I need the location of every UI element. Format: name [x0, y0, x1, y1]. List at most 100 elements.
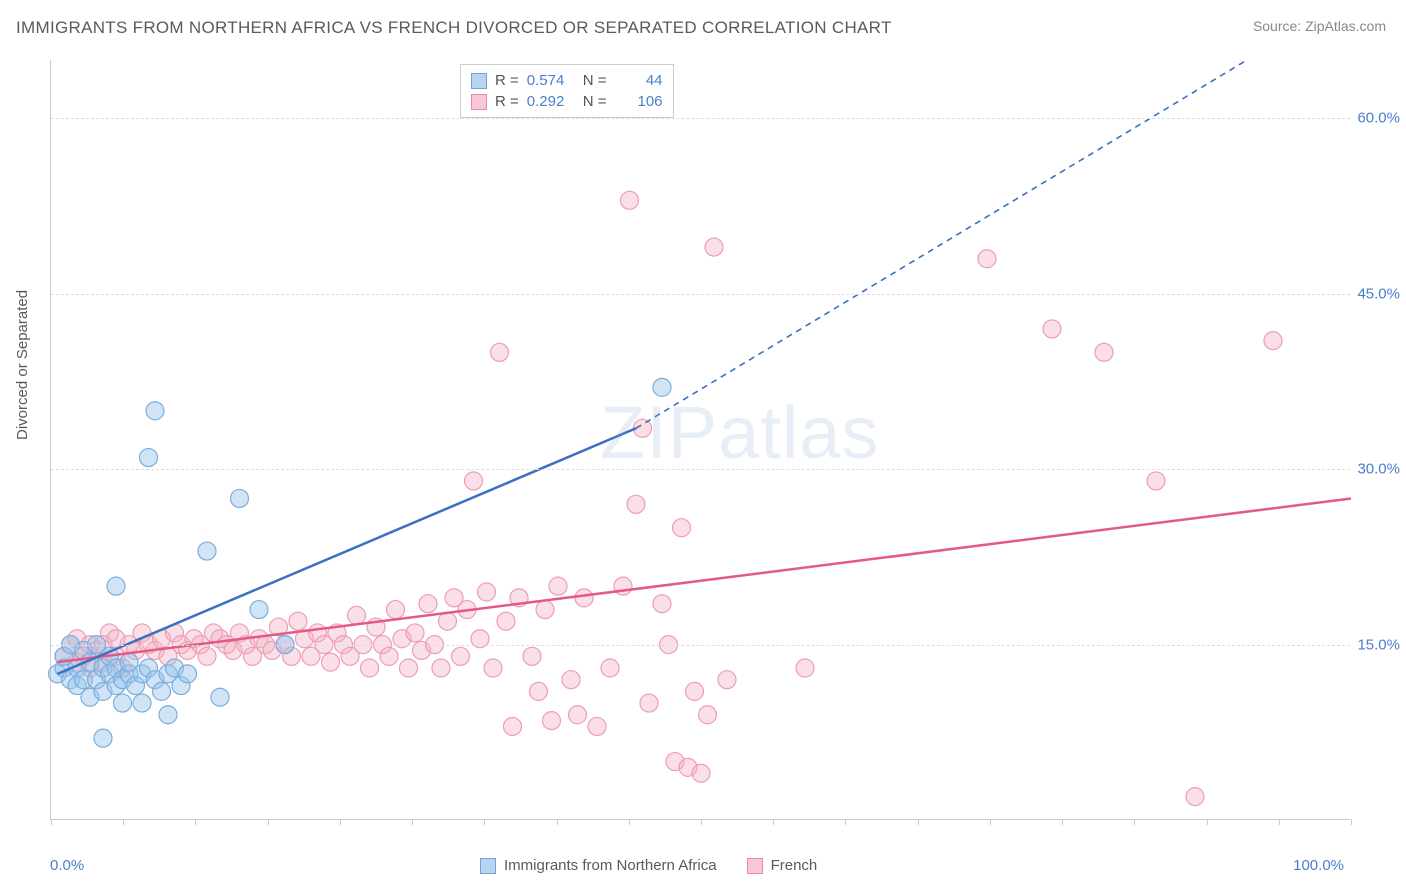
- plot-area: 15.0%30.0%45.0%60.0%: [50, 60, 1350, 820]
- scatter-point: [640, 694, 658, 712]
- scatter-point: [530, 682, 548, 700]
- r-value-pink: 0.292: [527, 93, 575, 110]
- x-tick-mark: [1062, 819, 1063, 825]
- scatter-point: [348, 606, 366, 624]
- x-tick-mark: [845, 819, 846, 825]
- scatter-point: [432, 659, 450, 677]
- y-tick-label: 15.0%: [1357, 636, 1400, 653]
- r-value-blue: 0.574: [527, 72, 575, 89]
- y-tick-label: 30.0%: [1357, 461, 1400, 478]
- chart-title: IMMIGRANTS FROM NORTHERN AFRICA VS FRENC…: [16, 18, 892, 38]
- swatch-blue-icon: [480, 858, 496, 874]
- scatter-point: [133, 694, 151, 712]
- scatter-point: [419, 595, 437, 613]
- legend-series: Immigrants from Northern Africa French: [480, 857, 817, 874]
- scatter-point: [601, 659, 619, 677]
- n-label: N =: [583, 93, 607, 110]
- grid-line: [51, 645, 1350, 646]
- scatter-point: [465, 472, 483, 490]
- legend-item-blue: Immigrants from Northern Africa: [480, 857, 717, 874]
- swatch-blue-icon: [471, 73, 487, 89]
- legend-item-pink: French: [747, 857, 818, 874]
- scatter-point: [575, 589, 593, 607]
- x-tick-mark: [123, 819, 124, 825]
- scatter-point: [569, 706, 587, 724]
- scatter-point: [231, 489, 249, 507]
- scatter-point: [400, 659, 418, 677]
- scatter-point: [198, 542, 216, 560]
- scatter-chart: [51, 60, 1350, 819]
- x-tick-mark: [195, 819, 196, 825]
- scatter-point: [361, 659, 379, 677]
- scatter-point: [179, 665, 197, 683]
- x-axis-min-label: 0.0%: [50, 857, 84, 874]
- scatter-point: [1147, 472, 1165, 490]
- scatter-point: [588, 717, 606, 735]
- scatter-point: [380, 647, 398, 665]
- x-tick-mark: [557, 819, 558, 825]
- scatter-point: [406, 624, 424, 642]
- x-tick-mark: [1207, 819, 1208, 825]
- scatter-point: [146, 402, 164, 420]
- scatter-point: [1095, 343, 1113, 361]
- scatter-point: [211, 688, 229, 706]
- y-axis-label: Divorced or Separated: [14, 290, 31, 440]
- grid-line: [51, 294, 1350, 295]
- scatter-point: [497, 612, 515, 630]
- scatter-point: [159, 706, 177, 724]
- legend-label-blue: Immigrants from Northern Africa: [504, 857, 717, 874]
- x-tick-mark: [1279, 819, 1280, 825]
- trend-line-extrapolated: [636, 60, 1247, 428]
- scatter-point: [387, 601, 405, 619]
- y-tick-label: 45.0%: [1357, 285, 1400, 302]
- n-value-pink: 106: [615, 93, 663, 110]
- x-tick-mark: [629, 819, 630, 825]
- scatter-point: [627, 495, 645, 513]
- trend-line: [58, 498, 1352, 662]
- r-label: R =: [495, 72, 519, 89]
- x-tick-mark: [701, 819, 702, 825]
- scatter-point: [523, 647, 541, 665]
- grid-line: [51, 118, 1350, 119]
- scatter-point: [562, 671, 580, 689]
- scatter-point: [484, 659, 502, 677]
- scatter-point: [673, 519, 691, 537]
- scatter-point: [153, 682, 171, 700]
- scatter-point: [978, 250, 996, 268]
- scatter-point: [796, 659, 814, 677]
- x-tick-mark: [51, 819, 52, 825]
- scatter-point: [198, 647, 216, 665]
- scatter-point: [504, 717, 522, 735]
- scatter-point: [1264, 332, 1282, 350]
- scatter-point: [140, 449, 158, 467]
- scatter-point: [439, 612, 457, 630]
- scatter-point: [699, 706, 717, 724]
- scatter-point: [653, 378, 671, 396]
- scatter-point: [718, 671, 736, 689]
- x-tick-mark: [268, 819, 269, 825]
- scatter-point: [653, 595, 671, 613]
- legend-label-pink: French: [771, 857, 818, 874]
- source-link[interactable]: ZipAtlas.com: [1305, 18, 1386, 34]
- x-tick-mark: [1351, 819, 1352, 825]
- scatter-point: [692, 764, 710, 782]
- grid-line: [51, 469, 1350, 470]
- scatter-point: [250, 601, 268, 619]
- x-tick-mark: [1134, 819, 1135, 825]
- legend-correlation: R = 0.574 N = 44 R = 0.292 N = 106: [460, 64, 674, 118]
- scatter-point: [686, 682, 704, 700]
- swatch-pink-icon: [747, 858, 763, 874]
- scatter-point: [478, 583, 496, 601]
- x-tick-mark: [412, 819, 413, 825]
- x-axis-max-label: 100.0%: [1293, 857, 1344, 874]
- swatch-pink-icon: [471, 94, 487, 110]
- legend-row-pink: R = 0.292 N = 106: [471, 91, 663, 112]
- x-tick-mark: [773, 819, 774, 825]
- n-label: N =: [583, 72, 607, 89]
- scatter-point: [1186, 788, 1204, 806]
- scatter-point: [543, 712, 561, 730]
- r-label: R =: [495, 93, 519, 110]
- source-prefix: Source:: [1253, 18, 1305, 34]
- x-tick-mark: [484, 819, 485, 825]
- scatter-point: [322, 653, 340, 671]
